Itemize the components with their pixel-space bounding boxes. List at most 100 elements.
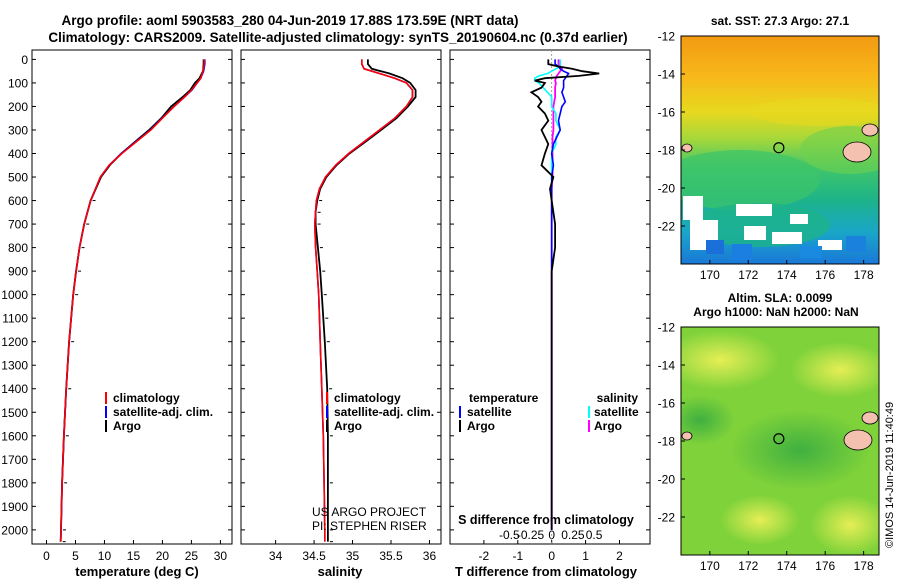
map-lon-label: 174 xyxy=(777,559,797,573)
series-0-satellite-adj-clim- xyxy=(59,59,206,542)
salinity-panel-frame xyxy=(240,49,442,545)
depth-tick-label: 1000 xyxy=(1,288,28,302)
map-lon-label: 178 xyxy=(854,559,874,573)
depth-tick-label: 2000 xyxy=(1,523,28,537)
x-tick-label: 1 xyxy=(582,549,589,563)
map-lat-label: -14 xyxy=(658,68,676,82)
depth-tick-label: 300 xyxy=(8,123,28,137)
legend-diff-s-satellite-label: satellite xyxy=(594,405,639,419)
project-credit: US ARGO PROJECT xyxy=(312,505,427,519)
s-difference-axis-label: S difference from climatology xyxy=(458,513,634,527)
x-tick-label: 34.5 xyxy=(302,549,326,563)
map-lat-label: -20 xyxy=(658,473,676,487)
depth-tick-label: 400 xyxy=(8,147,28,161)
depth-tick-label: 600 xyxy=(8,194,28,208)
x-tick-label: -1 xyxy=(512,549,523,563)
depth-tick-label: 1700 xyxy=(1,453,28,467)
map-lon-label: 172 xyxy=(738,268,758,282)
depth-tick-label: 1800 xyxy=(1,476,28,490)
x-tick-label: 2 xyxy=(616,549,623,563)
map-lat-label: -18 xyxy=(658,435,676,449)
map-lon-label: 178 xyxy=(854,268,874,282)
map-lat-label: -18 xyxy=(658,144,676,158)
depth-tick-label: 1300 xyxy=(1,359,28,373)
series-2-temperature-argo xyxy=(529,59,600,530)
legend-diff-temperature-title: temperature xyxy=(469,391,539,405)
depth-tick-label: 500 xyxy=(8,171,28,185)
depth-tick-label: 900 xyxy=(8,265,28,279)
salinity-legend: climatology satellite-adj. clim. Argo xyxy=(326,391,434,433)
axis-ticks xyxy=(32,58,650,544)
legend-diff-t-argo-label: Argo xyxy=(467,419,495,433)
depth-tick-label: 1500 xyxy=(1,406,28,420)
salinity-x-tick-labels: 34 34.5 35 35.5 36 xyxy=(269,549,437,563)
depth-tick-label: 700 xyxy=(8,218,28,232)
series-2-salinity-satellite xyxy=(533,59,562,530)
x-tick-label: -2 xyxy=(479,549,490,563)
header-line2: Climatology: CARS2009. Satellite-adjuste… xyxy=(48,30,627,45)
map-lat-label: -22 xyxy=(658,511,676,525)
map-lat-label: -14 xyxy=(658,359,676,373)
salinity-axis-label: salinity xyxy=(318,564,364,579)
map-lat-label: -20 xyxy=(658,182,676,196)
sst-map-tick-labels: -12 -14 -16 -18 -20 -22 170 172 174 176 178 xyxy=(658,30,874,283)
x-tick-label: 0 xyxy=(548,549,555,563)
depth-tick-label: 1600 xyxy=(1,429,28,443)
temperature-axis-label: temperature (deg C) xyxy=(75,564,199,579)
s-diff-tick-label: 0.25 xyxy=(561,528,585,542)
difference-legend: temperature satellite Argo salinity sate… xyxy=(459,391,639,433)
map-lon-label: 172 xyxy=(738,559,758,573)
temperature-panel-frame xyxy=(31,49,233,545)
pi-credit: PI: STEPHEN RISER xyxy=(312,519,427,533)
depth-tick-label: 800 xyxy=(8,241,28,255)
difference-panel-frame xyxy=(449,49,651,545)
x-tick-label: 36 xyxy=(423,549,437,563)
temperature-legend: climatology satellite-adj. clim. Argo xyxy=(105,391,213,433)
x-tick-label: 34 xyxy=(269,549,283,563)
sst-argo-position-marker xyxy=(773,142,785,154)
depth-tick-label: 1100 xyxy=(2,312,28,326)
depth-tick-label: 200 xyxy=(8,100,28,114)
depth-tick-label: 1200 xyxy=(1,335,28,349)
s-diff-tick-label: 0.5 xyxy=(586,528,603,542)
temperature-x-tick-labels: 0 5 10 15 20 25 30 xyxy=(43,549,227,563)
x-tick-label: 25 xyxy=(185,549,199,563)
legend-climatology-label: climatology xyxy=(113,391,180,405)
legend-sal-satellite-label: satellite-adj. clim. xyxy=(334,405,434,419)
map-lon-label: 176 xyxy=(815,268,835,282)
sla-map-image xyxy=(681,327,879,555)
map-lat-label: -22 xyxy=(658,220,676,234)
x-tick-label: 5 xyxy=(72,549,79,563)
legend-diff-s-argo-label: Argo xyxy=(594,419,622,433)
s-diff-tick-label: -0.5 xyxy=(499,528,520,542)
series-layer xyxy=(59,50,600,544)
series-0-argo xyxy=(59,59,205,542)
t-difference-axis-label: T difference from climatology xyxy=(455,564,638,579)
series-1-argo xyxy=(314,59,417,542)
map-lat-label: -12 xyxy=(658,321,676,335)
x-tick-label: 35 xyxy=(346,549,360,563)
map-lon-label: 174 xyxy=(777,268,797,282)
legend-sal-climatology-label: climatology xyxy=(334,391,401,405)
depth-tick-label: 1400 xyxy=(1,382,28,396)
series-1-satellite-adj-clim- xyxy=(313,59,414,542)
sla-map-title1: Altim. SLA: 0.0099 xyxy=(728,291,833,305)
legend-sal-argo-label: Argo xyxy=(334,419,362,433)
map-lon-label: 170 xyxy=(700,268,720,282)
map-lat-label: -16 xyxy=(658,106,676,120)
map-lon-label: 170 xyxy=(700,559,720,573)
legend-diff-salinity-title: salinity xyxy=(597,391,639,405)
legend-satellite-label: satellite-adj. clim. xyxy=(113,405,213,419)
depth-tick-label: 0 xyxy=(21,53,28,67)
sst-map-image xyxy=(681,36,879,264)
legend-argo-label: Argo xyxy=(113,419,141,433)
x-tick-label: 15 xyxy=(127,549,141,563)
header-line1: Argo profile: aoml 5903583_280 04-Jun-20… xyxy=(62,13,519,28)
sla-map-title2: Argo h1000: NaN h2000: NaN xyxy=(693,305,858,319)
depth-tick-label: 100 xyxy=(8,76,28,90)
x-tick-label: 30 xyxy=(214,549,228,563)
legend-diff-t-satellite-label: satellite xyxy=(467,405,512,419)
x-tick-label: 35.5 xyxy=(379,549,403,563)
